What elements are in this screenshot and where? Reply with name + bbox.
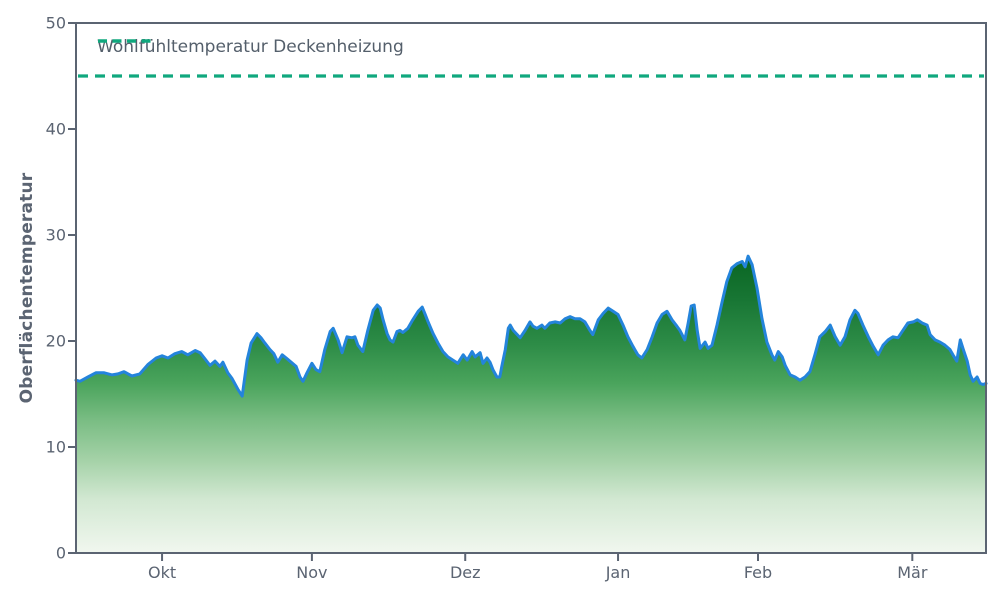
legend-dash-icon [98, 39, 151, 43]
y-tick-label: 40 [45, 119, 66, 139]
x-tick-label: Dez [449, 563, 481, 582]
y-tick-label: 0 [55, 543, 66, 563]
x-tick-label: Jan [605, 563, 631, 582]
y-axis-title: Oberflächentemperatur [17, 172, 37, 404]
x-tick-label: Nov [296, 563, 328, 582]
plot-border [75, 22, 987, 554]
legend: Wohlfühltemperatur Deckenheizung [97, 37, 404, 57]
x-tick-label: Mär [897, 563, 928, 582]
y-tick-label: 30 [45, 225, 66, 245]
x-tick-label: Okt [147, 563, 177, 582]
legend-label: Wohlfühltemperatur Deckenheizung [97, 37, 404, 57]
y-tick-label: 20 [45, 331, 66, 351]
area-fill [76, 256, 986, 553]
temperature-line [74, 254, 988, 398]
x-tick-label: Feb [743, 563, 773, 582]
y-tick-label: 50 [45, 13, 66, 33]
y-tick-label: 10 [45, 437, 66, 457]
